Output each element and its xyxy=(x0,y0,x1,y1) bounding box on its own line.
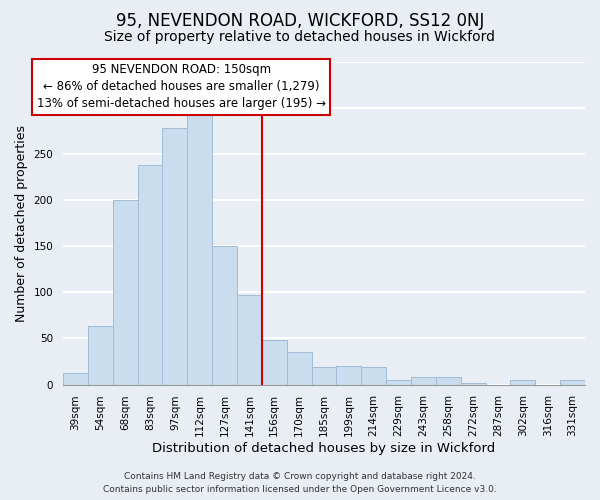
Bar xyxy=(63,372,88,384)
Bar xyxy=(113,200,137,384)
Bar xyxy=(311,367,337,384)
Text: Size of property relative to detached houses in Wickford: Size of property relative to detached ho… xyxy=(104,30,496,44)
Bar xyxy=(287,352,311,384)
Bar xyxy=(386,380,411,384)
Bar xyxy=(461,383,485,384)
X-axis label: Distribution of detached houses by size in Wickford: Distribution of detached houses by size … xyxy=(152,442,496,455)
Text: 95 NEVENDON ROAD: 150sqm
← 86% of detached houses are smaller (1,279)
13% of sem: 95 NEVENDON ROAD: 150sqm ← 86% of detach… xyxy=(37,64,326,110)
Bar xyxy=(163,128,187,384)
Bar xyxy=(560,380,585,384)
Bar xyxy=(436,377,461,384)
Bar xyxy=(337,366,361,384)
Bar xyxy=(511,380,535,384)
Bar xyxy=(137,165,163,384)
Bar xyxy=(411,377,436,384)
Bar xyxy=(187,114,212,384)
Bar xyxy=(361,367,386,384)
Bar xyxy=(237,295,262,384)
Bar xyxy=(212,246,237,384)
Y-axis label: Number of detached properties: Number of detached properties xyxy=(15,124,28,322)
Text: Contains HM Land Registry data © Crown copyright and database right 2024.
Contai: Contains HM Land Registry data © Crown c… xyxy=(103,472,497,494)
Bar xyxy=(262,340,287,384)
Text: 95, NEVENDON ROAD, WICKFORD, SS12 0NJ: 95, NEVENDON ROAD, WICKFORD, SS12 0NJ xyxy=(116,12,484,30)
Bar xyxy=(88,326,113,384)
